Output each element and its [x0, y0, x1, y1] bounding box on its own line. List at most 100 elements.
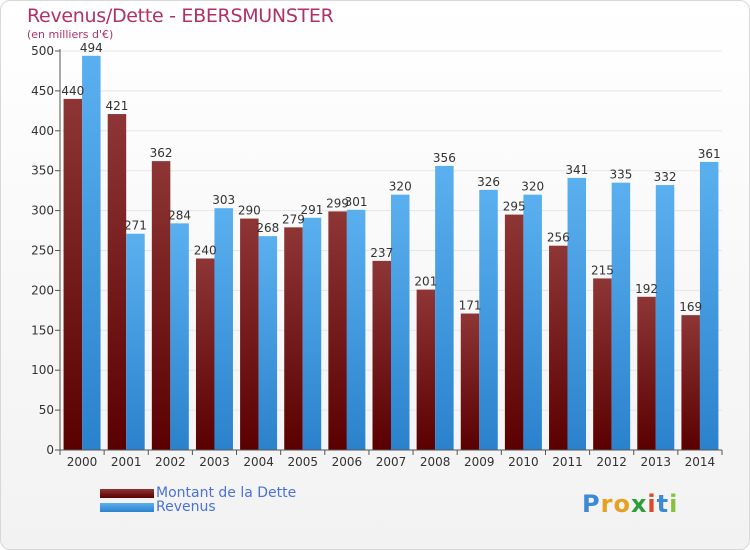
bar-dette	[549, 245, 568, 450]
logo-letter: r	[600, 490, 614, 518]
bar-dette	[372, 260, 391, 450]
data-label: 240	[194, 243, 217, 257]
data-label: 362	[150, 146, 173, 160]
data-label: 201	[414, 275, 437, 289]
bar-revenus	[655, 185, 675, 450]
y-tick-label: 500	[31, 44, 54, 58]
bar-dette	[240, 218, 259, 450]
data-label: 295	[503, 200, 526, 214]
bar-revenus	[479, 189, 498, 451]
y-tick-label: 300	[31, 204, 54, 218]
x-tick-label: 2011	[552, 455, 583, 469]
bar-revenus	[699, 161, 719, 450]
bar-dette	[637, 296, 656, 450]
data-label: 440	[61, 84, 84, 98]
data-label: 271	[124, 219, 147, 233]
data-label: 301	[345, 195, 368, 209]
x-tick-label: 2010	[508, 455, 539, 469]
y-tick-label: 350	[31, 164, 54, 178]
logo-letter: i	[647, 490, 657, 518]
bar-dette	[195, 258, 215, 450]
chart-title: Revenus/Dette - EBERSMUNSTER	[27, 5, 334, 27]
data-label: 494	[80, 41, 103, 55]
chart-unit-label: (en milliers d'€)	[27, 28, 114, 41]
x-tick-label: 2004	[243, 455, 274, 469]
y-tick-label: 150	[31, 323, 54, 337]
bar-revenus	[258, 236, 278, 450]
data-label: 290	[238, 204, 261, 218]
bar-dette	[328, 211, 347, 450]
data-label: 361	[698, 147, 721, 161]
data-label: 291	[301, 203, 324, 217]
data-label: 256	[547, 231, 570, 245]
y-tick-label: 250	[31, 244, 54, 258]
data-label: 320	[521, 180, 544, 194]
data-label: 421	[105, 99, 128, 113]
y-tick-label: 50	[39, 403, 54, 417]
data-label: 284	[168, 208, 191, 222]
legend-swatch-dette	[100, 488, 154, 498]
legend-item-dette: Montant de la Dette	[100, 485, 297, 501]
bar-dette	[151, 161, 171, 450]
bar-revenus	[523, 194, 542, 450]
logo-letter: o	[613, 490, 631, 518]
x-tick-label: 2001	[111, 455, 142, 469]
x-tick-label: 2003	[199, 455, 230, 469]
logo-letter: P	[582, 490, 601, 518]
data-label: 169	[679, 300, 702, 314]
x-tick-label: 2008	[420, 455, 451, 469]
bar-dette	[681, 315, 700, 450]
bar-revenus	[611, 182, 631, 451]
data-label: 303	[212, 193, 235, 207]
data-label: 320	[389, 180, 412, 194]
bar-dette	[504, 214, 524, 450]
x-tick-label: 2007	[376, 455, 407, 469]
legend-label-dette: Montant de la Dette	[156, 485, 297, 501]
logo-letter: i	[669, 490, 679, 518]
bar-dette	[593, 278, 612, 450]
y-tick-label: 450	[31, 84, 54, 98]
bar-revenus	[435, 165, 454, 451]
bar-dette	[107, 114, 127, 451]
bar-revenus	[346, 209, 366, 450]
y-tick-label: 100	[31, 363, 54, 377]
y-tick-label: 200	[31, 283, 54, 297]
logo-letter: x	[630, 490, 648, 518]
x-tick-label: 2012	[596, 455, 627, 469]
data-label: 279	[282, 212, 305, 226]
logo-letter: t	[656, 490, 670, 518]
x-tick-label: 2000	[67, 455, 98, 469]
x-tick-label: 2002	[155, 455, 186, 469]
data-label: 268	[256, 221, 279, 235]
bar-dette	[284, 227, 303, 450]
data-label: 192	[635, 282, 658, 296]
x-tick-label: 2005	[287, 455, 318, 469]
x-tick-label: 2006	[332, 455, 363, 469]
bar-revenus	[391, 194, 410, 450]
data-label: 356	[433, 151, 456, 165]
data-label: 237	[370, 246, 393, 260]
y-tick-label: 0	[46, 443, 54, 457]
bar-revenus	[302, 217, 322, 450]
bar-dette	[416, 289, 436, 450]
y-tick-label: 400	[31, 124, 54, 138]
legend-swatch-revenus	[100, 502, 154, 512]
x-tick-label: 2013	[641, 455, 672, 469]
data-label: 341	[565, 163, 588, 177]
data-label: 332	[654, 170, 677, 184]
bar-revenus	[82, 55, 101, 451]
legend: Montant de la Dette Revenus	[100, 485, 297, 515]
legend-label-revenus: Revenus	[156, 499, 216, 515]
proxiti-logo[interactable]: Proxiti	[582, 490, 678, 518]
data-label: 326	[477, 175, 500, 189]
bar-dette	[460, 313, 480, 450]
x-tick-label: 2009	[464, 455, 495, 469]
data-label: 171	[459, 299, 482, 313]
data-label: 215	[591, 263, 614, 277]
bar-revenus	[214, 208, 233, 450]
bar-dette	[63, 98, 83, 450]
bar-revenus	[567, 177, 587, 450]
data-label: 299	[326, 196, 349, 210]
bar-revenus	[126, 233, 145, 450]
